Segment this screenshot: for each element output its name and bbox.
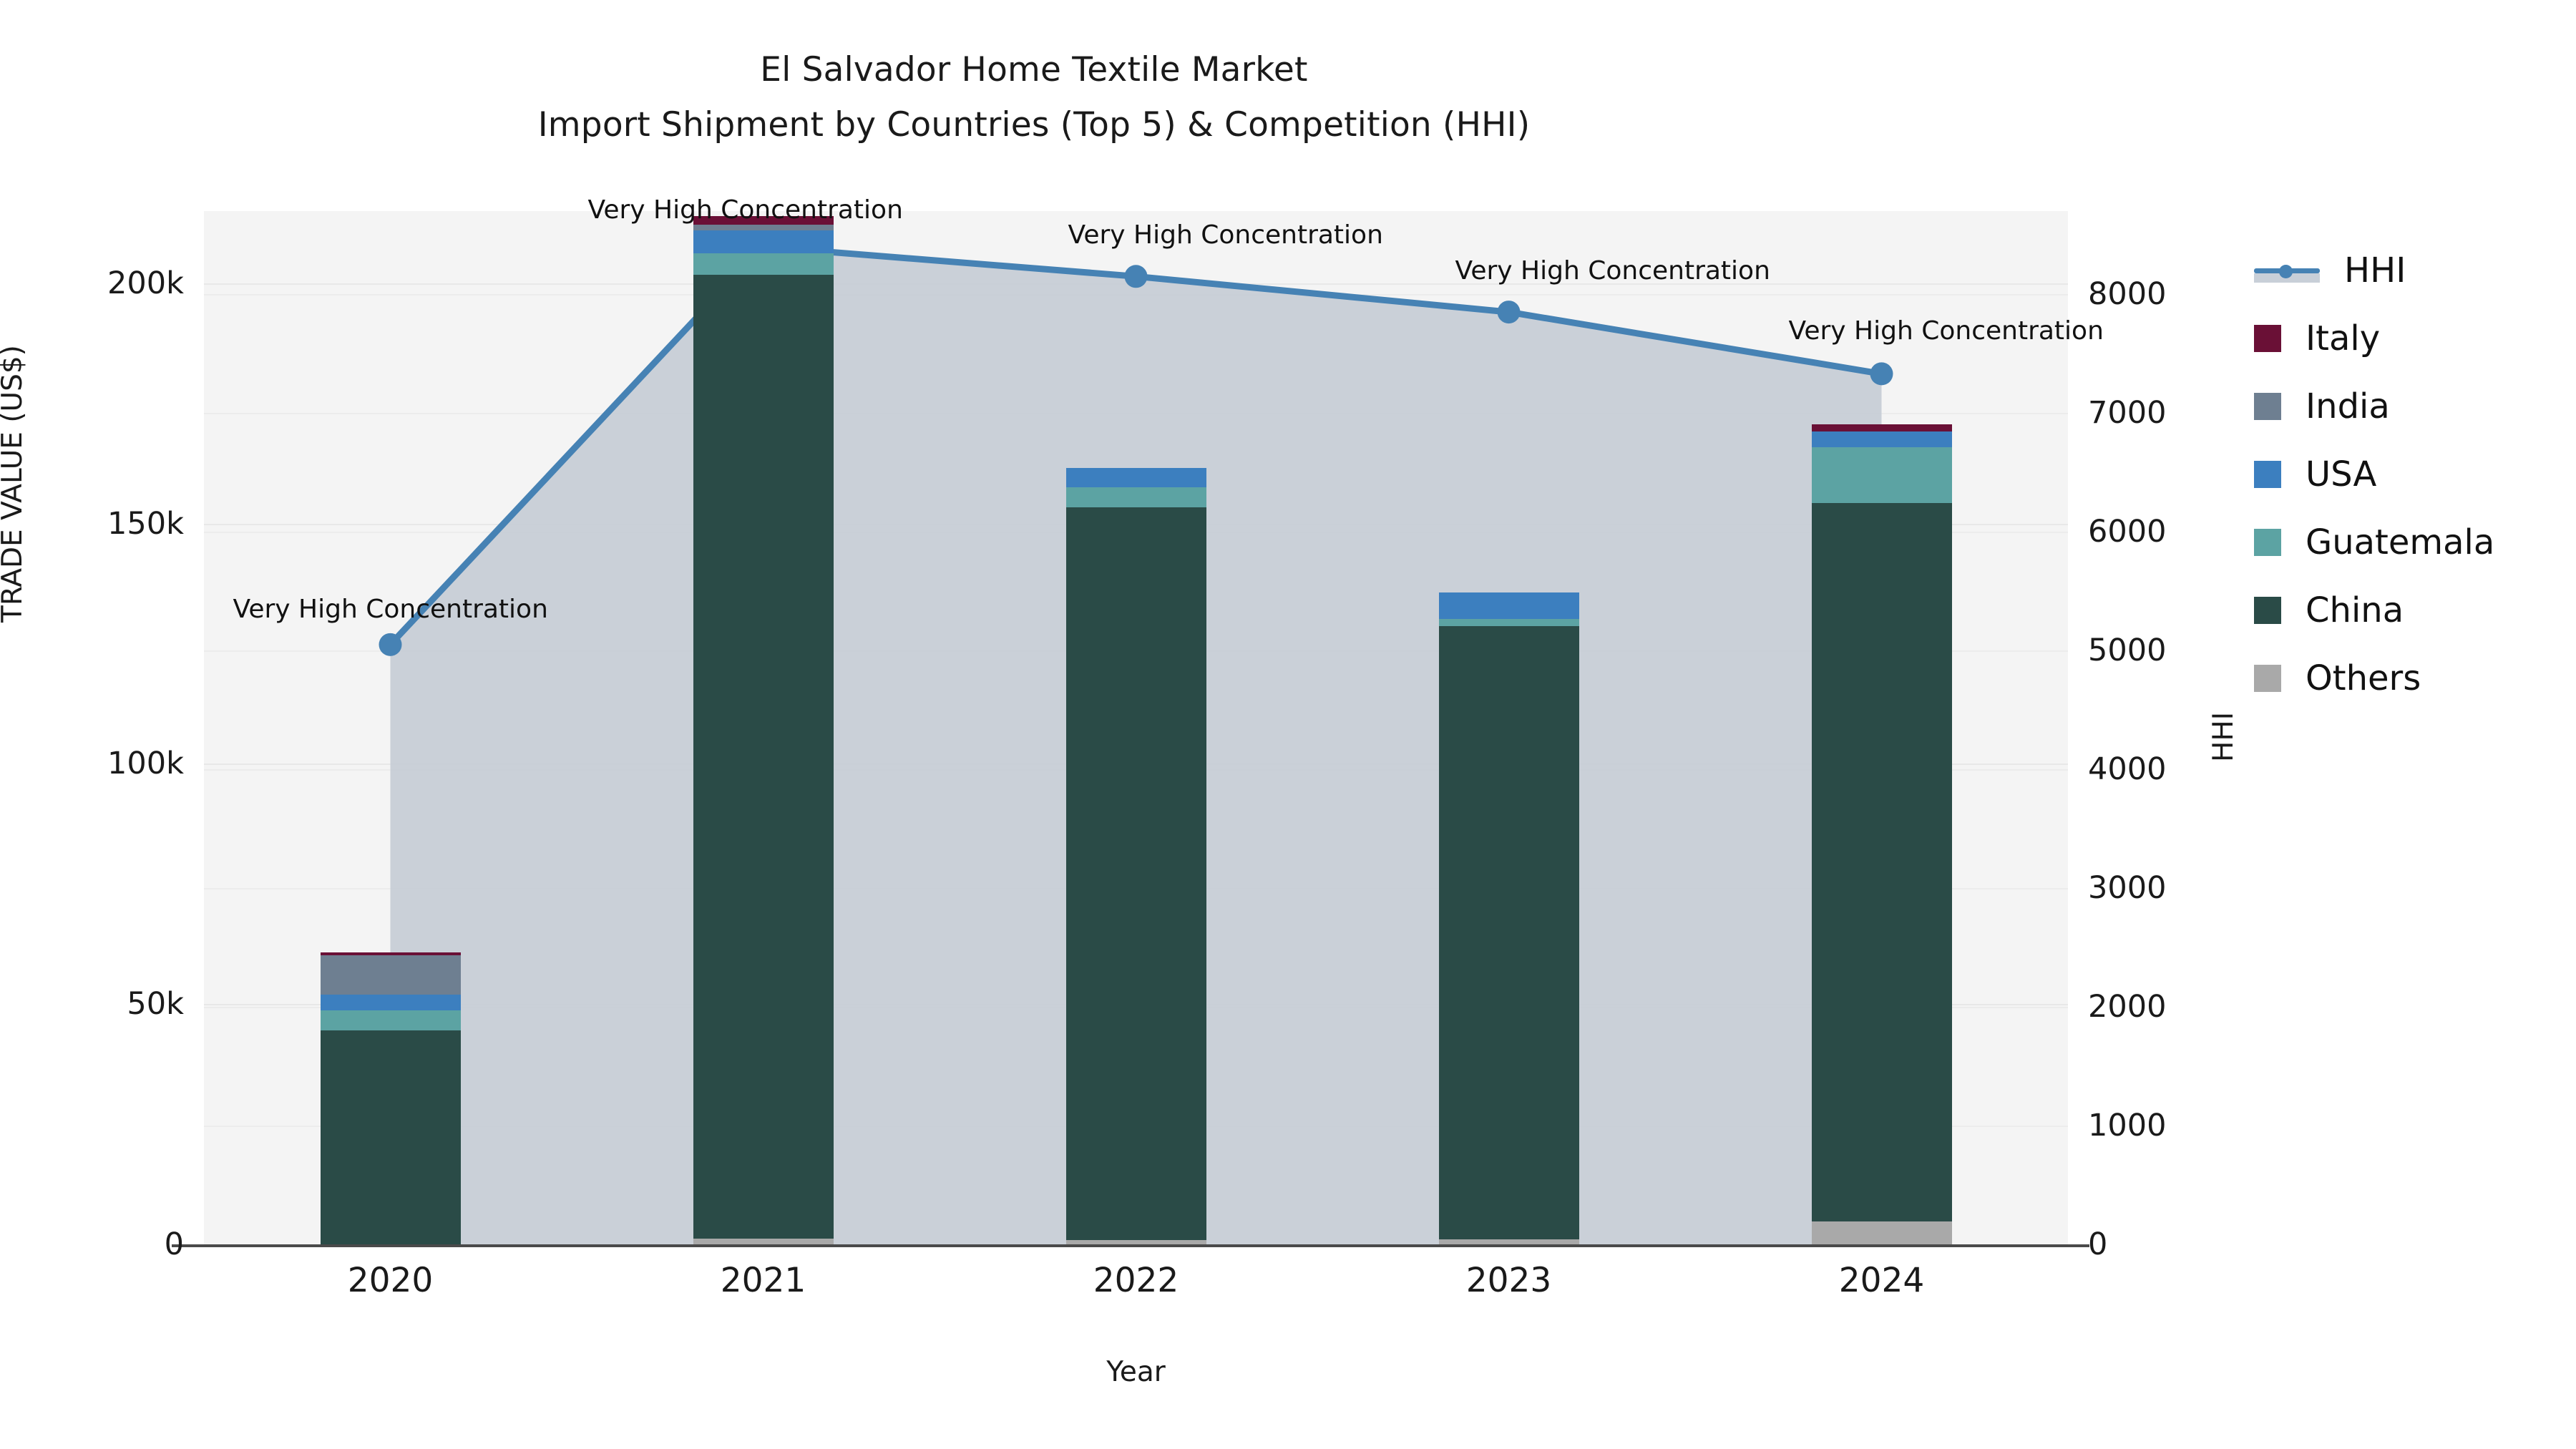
legend-item-others[interactable]: Others — [2254, 644, 2494, 712]
hhi-marker-2023[interactable] — [1497, 301, 1521, 324]
hhi-marker-2024[interactable] — [1870, 362, 1893, 386]
x-tick-2024: 2024 — [1838, 1261, 1925, 1300]
bar-segment-others-2024[interactable] — [1811, 1221, 1952, 1244]
annotation-2023: Very High Concentration — [1455, 256, 1770, 286]
y-axis-left-label: TRADE VALUE (US$) — [0, 345, 29, 623]
bar-segment-guatemala-2021[interactable] — [693, 253, 834, 275]
legend-label: HHI — [2344, 250, 2406, 291]
bar-segment-others-2023[interactable] — [1438, 1239, 1579, 1244]
x-tick-2020: 2020 — [347, 1261, 434, 1300]
y-tick-right: 8000 — [2088, 276, 2167, 313]
y-tick-right: 5000 — [2088, 633, 2167, 669]
legend-label: USA — [2306, 454, 2377, 494]
bar-segment-china-2021[interactable] — [693, 275, 834, 1239]
y-tick-right: 7000 — [2088, 395, 2167, 431]
legend-item-guatemala[interactable]: Guatemala — [2254, 508, 2494, 576]
y-axis-right-label: HHI — [2207, 711, 2240, 762]
bar-2022[interactable] — [1065, 467, 1206, 1244]
bar-segment-guatemala-2023[interactable] — [1438, 619, 1579, 627]
annotation-2021: Very High Concentration — [587, 195, 903, 225]
hhi-marker-2020[interactable] — [379, 633, 402, 656]
y-tick-left: 150k — [107, 505, 184, 542]
legend-swatch-china — [2254, 596, 2281, 624]
legend-label: Guatemala — [2306, 522, 2495, 562]
bar-2023[interactable] — [1438, 592, 1579, 1244]
bar-segment-guatemala-2024[interactable] — [1811, 447, 1952, 503]
legend-item-usa[interactable]: USA — [2254, 440, 2494, 508]
legend-item-hhi[interactable]: HHI — [2254, 236, 2494, 304]
y-tick-right: 4000 — [2088, 751, 2167, 788]
bar-segment-usa-2021[interactable] — [693, 230, 834, 254]
legend-swatch-usa — [2254, 460, 2281, 488]
bar-segment-others-2022[interactable] — [1065, 1239, 1206, 1244]
annotation-2024: Very High Concentration — [1788, 316, 2104, 346]
annotation-2022: Very High Concentration — [1068, 220, 1383, 250]
legend-item-china[interactable]: China — [2254, 576, 2494, 644]
y-tick-left: 200k — [107, 265, 184, 301]
x-tick-2021: 2021 — [720, 1261, 806, 1300]
plot-area: Very High Concentration Very High Concent… — [204, 195, 2104, 1246]
legend-item-italy[interactable]: Italy — [2254, 304, 2494, 372]
annotation-2020: Very High Concentration — [233, 594, 548, 624]
bar-2024[interactable] — [1811, 424, 1952, 1244]
bar-segment-italy-2021[interactable] — [693, 215, 834, 225]
y-tick-left: 100k — [107, 746, 184, 782]
bar-segment-usa-2022[interactable] — [1065, 467, 1206, 487]
bar-segment-usa-2023[interactable] — [1438, 592, 1579, 620]
legend-item-india[interactable]: India — [2254, 372, 2494, 440]
bar-segment-guatemala-2022[interactable] — [1065, 487, 1206, 507]
bar-segment-italy-2024[interactable] — [1811, 424, 1952, 431]
y-tick-left: 50k — [127, 986, 184, 1023]
bar-segment-china-2023[interactable] — [1438, 626, 1579, 1239]
legend-label: Italy — [2306, 318, 2381, 358]
legend-label: India — [2306, 386, 2390, 426]
hhi-marker-2022[interactable] — [1124, 265, 1148, 288]
chart-legend: HHI Italy India USA Guatemala China Others — [2254, 236, 2494, 712]
y-tick-right: 6000 — [2088, 514, 2167, 550]
legend-label: China — [2306, 590, 2404, 630]
legend-swatch-others — [2254, 664, 2281, 692]
bar-segment-guatemala-2020[interactable] — [320, 1010, 461, 1031]
x-tick-2022: 2022 — [1093, 1261, 1179, 1300]
x-axis-label: Year — [1106, 1356, 1166, 1388]
bar-segment-china-2024[interactable] — [1811, 502, 1952, 1221]
bar-2020[interactable] — [320, 952, 461, 1244]
bar-segment-china-2020[interactable] — [320, 1030, 461, 1244]
legend-label: Others — [2306, 658, 2421, 698]
y-tick-left: 0 — [164, 1226, 184, 1262]
bar-2021[interactable] — [693, 215, 834, 1244]
y-tick-right: 2000 — [2088, 989, 2167, 1025]
y-tick-right: 0 — [2088, 1226, 2108, 1262]
x-tick-2023: 2023 — [1465, 1261, 1552, 1300]
bar-segment-india-2020[interactable] — [320, 955, 461, 995]
bar-segment-china-2022[interactable] — [1065, 507, 1206, 1240]
y-tick-right: 1000 — [2088, 1108, 2167, 1144]
x-axis-baseline — [172, 1244, 2089, 1247]
legend-line-marker-icon — [2254, 257, 2320, 284]
legend-swatch-italy — [2254, 324, 2281, 352]
legend-swatch-india — [2254, 392, 2281, 420]
chart-title-block: El Salvador Home Textile Market Import S… — [0, 50, 2068, 145]
chart-title-line-1: El Salvador Home Textile Market — [760, 50, 1308, 89]
chart-title-line-2: Import Shipment by Countries (Top 5) & C… — [537, 105, 1531, 145]
legend-swatch-guatemala — [2254, 528, 2281, 556]
bar-segment-india-2021[interactable] — [693, 224, 834, 230]
bar-segment-italy-2020[interactable] — [320, 952, 461, 956]
bar-segment-others-2021[interactable] — [693, 1238, 834, 1244]
y-tick-right: 3000 — [2088, 870, 2167, 907]
bar-segment-usa-2020[interactable] — [320, 995, 461, 1010]
bar-segment-usa-2024[interactable] — [1811, 431, 1952, 448]
